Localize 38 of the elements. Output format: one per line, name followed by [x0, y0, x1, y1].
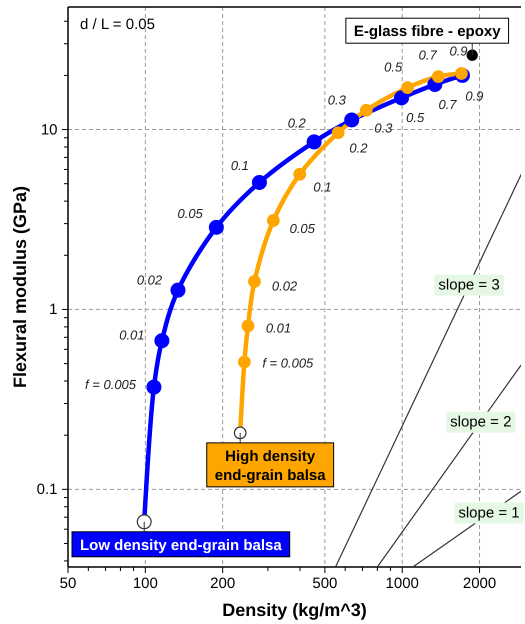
x-tick-label: 500 — [312, 575, 338, 592]
annotation: 0.2 — [349, 140, 368, 156]
x-tick-label: 50 — [60, 575, 76, 592]
x-axis-title: Density (kg/m^3) — [222, 600, 367, 620]
annotation: 0.05 — [177, 206, 204, 222]
series-label: E-glass fibre - epoxy — [354, 23, 502, 40]
series-label: slope = 3 — [438, 276, 500, 294]
y-tick-label: 0.1 — [36, 481, 58, 498]
series-label: slope = 2 — [450, 414, 512, 431]
annotation: 0.3 — [328, 92, 347, 108]
annotation: f = 0.005 — [262, 356, 314, 371]
annotation: 0.01 — [266, 320, 292, 336]
annotation: 0.1 — [313, 179, 332, 194]
annotation: 0.02 — [272, 278, 298, 294]
legend-label: Low density end-grain balsa — [80, 536, 282, 554]
annotation: 0.5 — [384, 60, 403, 75]
annotation: d / L = 0.05 — [80, 16, 155, 33]
annotation: 0.9 — [465, 88, 484, 104]
annotation: 0.7 — [418, 47, 438, 62]
x-tick-label: 1000 — [386, 575, 419, 592]
annotation: 0.2 — [288, 116, 307, 131]
annotation: 0.9 — [449, 44, 468, 59]
annotation: 0.01 — [119, 327, 145, 342]
annotation: 0.02 — [136, 272, 163, 288]
legend-label: High density end-grain balsa — [214, 448, 326, 484]
x-tick-label: 2000 — [462, 575, 496, 592]
y-tick-label: 1 — [49, 301, 58, 318]
x-tick-label: 100 — [132, 575, 158, 592]
annotation: 0.05 — [290, 221, 316, 236]
x-tick-label: 200 — [210, 575, 236, 592]
y-tick-label: 10 — [40, 121, 58, 138]
annotation: 0.3 — [374, 120, 394, 136]
annotation: f = 0.005 — [85, 376, 137, 392]
series-label: slope = 1 — [458, 504, 520, 522]
annotation: 0.1 — [230, 158, 249, 173]
annotation: 0.5 — [406, 110, 426, 126]
annotation: 0.7 — [438, 97, 458, 112]
y-axis-title: Flexural modulus (GPa) — [10, 186, 30, 388]
